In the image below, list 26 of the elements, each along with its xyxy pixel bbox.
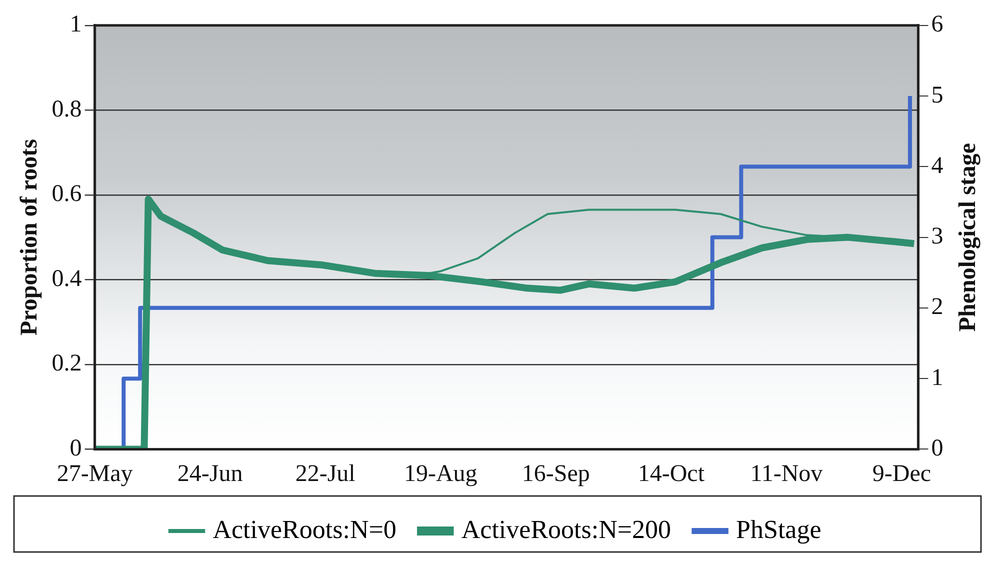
x-tick-label: 11-Nov [750,460,823,487]
x-tick-label: 22-Jul [295,460,356,487]
x-tick-label: 9-Dec [872,460,932,487]
y-tick-label: 0.4 [52,266,82,292]
y2-tick-label: 3 [931,224,944,250]
y2-tick-label: 2 [931,294,944,320]
y-tick-label: 0.2 [52,350,82,377]
y-tick-label: 0 [70,435,82,462]
legend-label: ActiveRoots:N=0 [212,514,396,544]
y2-tick-label: 5 [931,82,944,108]
y2-tick-label: 1 [931,364,944,391]
x-tick-label: 19-Aug [404,460,478,487]
x-tick-label: 24-Jun [177,460,243,487]
legend-label: PhStage [736,514,822,544]
y-axis-title: Proportion of roots [16,139,43,336]
y-tick-label: 0.6 [52,181,82,208]
y-tick-label: 0.8 [52,96,82,122]
y2-axis-title: Phenological stage [955,142,982,332]
y-tick-label: 1 [70,12,82,38]
y2-tick-label: 4 [931,152,944,179]
x-tick-label: 16-Sep [522,460,590,487]
legend-label: ActiveRoots:N=200 [461,514,672,544]
y2-tick-label: 0 [931,435,944,462]
y2-tick-label: 6 [931,12,944,38]
x-tick-label: 14-Oct [638,460,705,487]
x-tick-label: 27-May [56,460,133,487]
